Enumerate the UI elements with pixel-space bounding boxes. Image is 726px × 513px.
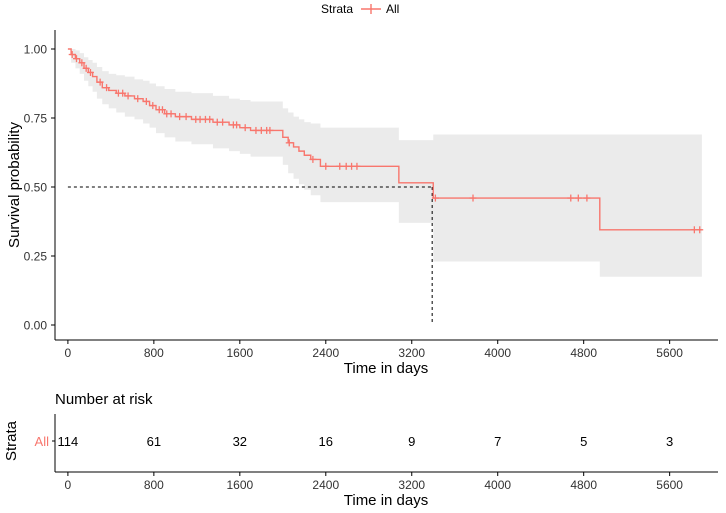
- censor-mark: [241, 124, 249, 132]
- x-tick-label: 5600: [656, 346, 683, 360]
- x-tick-label: 4000: [484, 346, 511, 360]
- risk-x-axis-title: Time in days: [344, 492, 428, 509]
- risk-count: 114: [58, 434, 79, 449]
- risk-x-tick-label: 0: [65, 478, 72, 492]
- risk-x-axis-ticks: 0 800 1600 2400 3200 4000 4800 5600: [65, 472, 683, 492]
- censor-mark: [124, 92, 132, 100]
- x-tick-label: 1600: [226, 346, 253, 360]
- median-reference-lines: [67, 186, 433, 325]
- x-tick-label: 2400: [312, 346, 339, 360]
- risk-x-tick-label: 3200: [398, 478, 425, 492]
- y-tick-label: 0.75: [24, 112, 48, 126]
- risk-table-title: Number at risk: [55, 391, 153, 408]
- risk-count: 16: [319, 434, 333, 449]
- censor-mark: [86, 68, 94, 76]
- y-axis-title: Survival probability: [6, 122, 23, 248]
- survival-plot: 0.00 0.25 0.50 0.75 1.00 0 800 1600 2400 3200 400…: [6, 30, 718, 377]
- risk-count: 3: [666, 434, 673, 449]
- censor-mark: [431, 194, 439, 202]
- censor-mark: [103, 84, 111, 92]
- risk-count: 5: [580, 434, 587, 449]
- censor-mark: [119, 89, 127, 97]
- censor-mark: [696, 226, 704, 234]
- x-axis-title: Time in days: [344, 360, 428, 377]
- y-axis-ticks: 0.00 0.25 0.50 0.75 1.00: [24, 43, 55, 333]
- risk-table: Number at risk Strata All 114 61 32 16 9 7 5 3 …: [3, 391, 718, 509]
- risk-x-tick-label: 4000: [484, 478, 511, 492]
- risk-count: 9: [408, 434, 415, 449]
- censor-mark: [469, 194, 477, 202]
- risk-table-y-title: Strata: [3, 420, 20, 461]
- legend-label-all: All: [386, 2, 399, 16]
- y-tick-label: 0.00: [24, 319, 48, 333]
- risk-counts: 114 61 32 16 9 7 5 3: [58, 434, 674, 449]
- censor-mark: [158, 106, 166, 114]
- risk-x-tick-label: 5600: [656, 478, 683, 492]
- censor-mark: [266, 126, 274, 134]
- censor-mark: [219, 118, 227, 126]
- survival-curve-all: [67, 48, 702, 231]
- risk-x-tick-label: 2400: [312, 478, 339, 492]
- censor-mark: [167, 110, 175, 118]
- censor-mark: [149, 102, 157, 110]
- censor-mark: [96, 78, 104, 86]
- risk-count: 61: [147, 434, 161, 449]
- censor-mark: [82, 64, 90, 72]
- censor-mark: [567, 194, 575, 202]
- censor-mark: [206, 115, 214, 123]
- censor-mark: [309, 155, 317, 163]
- risk-x-tick-label: 1600: [226, 478, 253, 492]
- legend-key-icon: [361, 4, 381, 14]
- risk-count: 32: [233, 434, 247, 449]
- censor-mark: [72, 55, 80, 63]
- censor-mark: [68, 51, 76, 59]
- censor-mark: [353, 162, 361, 170]
- x-tick-label: 0: [65, 346, 72, 360]
- censor-mark: [336, 162, 344, 170]
- x-tick-label: 800: [144, 346, 164, 360]
- censor-mark: [574, 194, 582, 202]
- censor-mark: [176, 113, 184, 121]
- censor-mark: [285, 139, 293, 147]
- censor-mark: [322, 162, 330, 170]
- censor-mark: [182, 113, 190, 121]
- legend: Strata All: [321, 2, 399, 16]
- risk-count: 7: [494, 434, 501, 449]
- x-tick-label: 4800: [570, 346, 597, 360]
- confidence-band: [67, 49, 702, 277]
- y-tick-label: 1.00: [24, 43, 48, 57]
- y-tick-label: 0.25: [24, 250, 48, 264]
- x-tick-label: 3200: [398, 346, 425, 360]
- censor-mark: [583, 194, 591, 202]
- x-axis-ticks: 0 800 1600 2400 3200 4000 4800 5600: [65, 340, 683, 360]
- legend-title: Strata: [321, 2, 353, 16]
- y-tick-label: 0.50: [24, 181, 48, 195]
- censor-mark: [233, 121, 241, 129]
- risk-table-row-label: All: [35, 434, 50, 449]
- censor-mark: [78, 59, 86, 67]
- risk-x-tick-label: 800: [144, 478, 164, 492]
- censor-marks: [68, 51, 704, 234]
- censor-mark: [134, 95, 142, 103]
- risk-x-tick-label: 4800: [570, 478, 597, 492]
- censor-mark: [142, 97, 150, 105]
